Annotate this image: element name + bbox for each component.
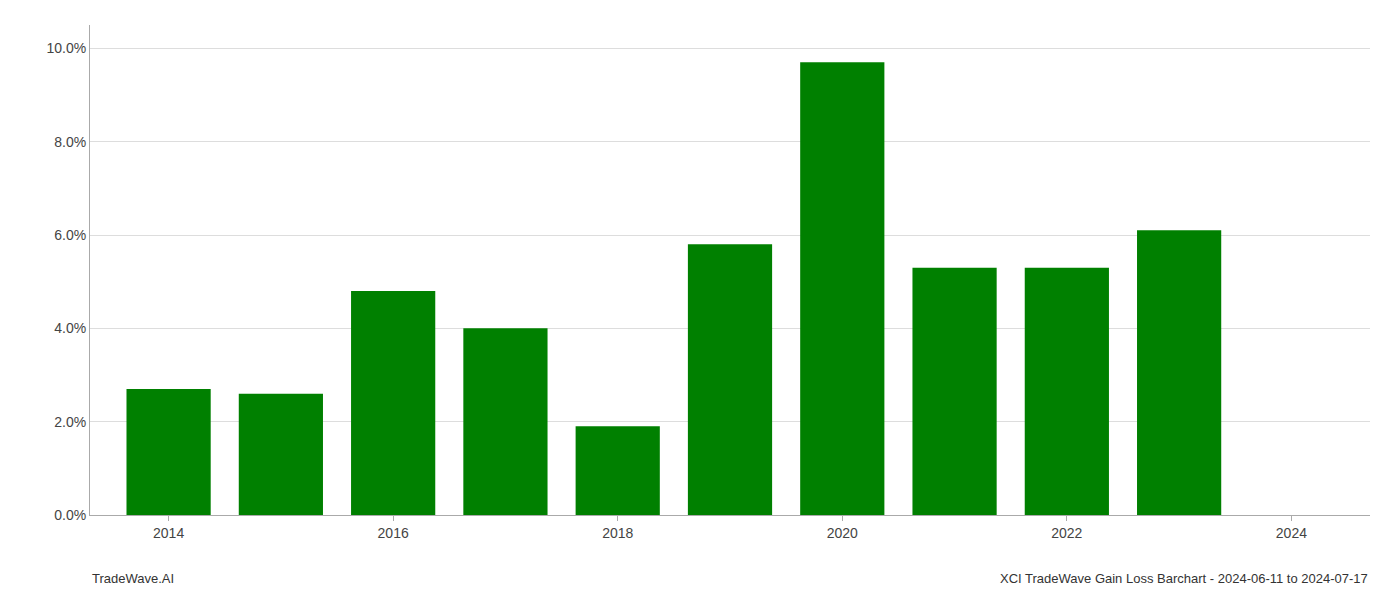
svg-text:2014: 2014 <box>153 525 184 541</box>
svg-text:2.0%: 2.0% <box>54 414 86 430</box>
svg-text:2018: 2018 <box>602 525 633 541</box>
svg-text:4.0%: 4.0% <box>54 320 86 336</box>
svg-text:0.0%: 0.0% <box>54 507 86 523</box>
svg-text:8.0%: 8.0% <box>54 134 86 150</box>
svg-text:2020: 2020 <box>827 525 858 541</box>
svg-text:10.0%: 10.0% <box>46 40 86 56</box>
svg-text:6.0%: 6.0% <box>54 227 86 243</box>
svg-text:TradeWave.AI: TradeWave.AI <box>92 571 174 586</box>
svg-text:2022: 2022 <box>1051 525 1082 541</box>
svg-text:2024: 2024 <box>1276 525 1307 541</box>
svg-text:XCI TradeWave Gain Loss Barcha: XCI TradeWave Gain Loss Barchart - 2024-… <box>1000 571 1368 586</box>
svg-text:2016: 2016 <box>378 525 409 541</box>
